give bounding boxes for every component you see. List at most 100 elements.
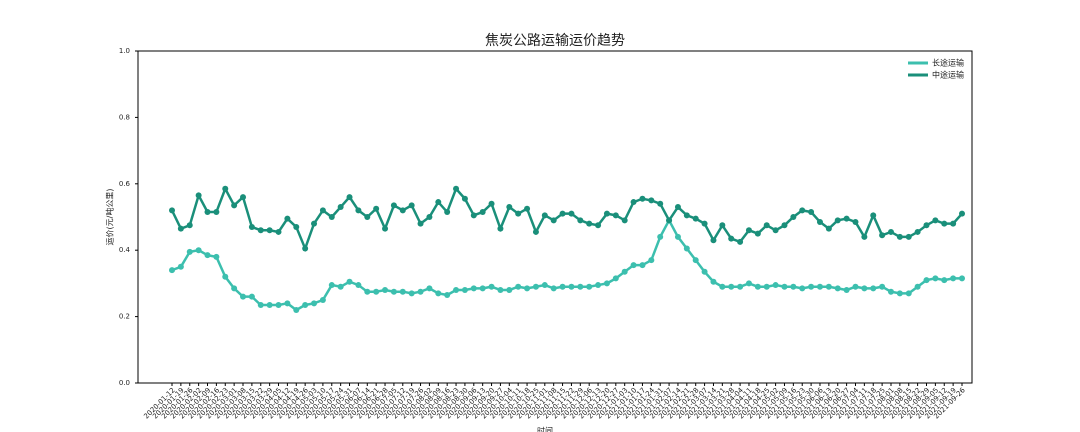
data-point bbox=[683, 245, 690, 252]
data-point bbox=[435, 290, 442, 297]
data-point bbox=[887, 228, 894, 235]
data-point bbox=[621, 217, 628, 224]
data-point bbox=[559, 210, 566, 217]
data-point bbox=[808, 209, 815, 216]
data-point bbox=[302, 301, 309, 308]
data-point bbox=[435, 199, 442, 206]
data-point bbox=[577, 217, 584, 224]
data-point bbox=[577, 283, 584, 290]
data-point bbox=[355, 207, 362, 214]
data-point bbox=[417, 220, 424, 227]
data-point bbox=[843, 287, 850, 294]
data-point bbox=[621, 268, 628, 275]
data-point bbox=[550, 217, 557, 224]
data-point bbox=[754, 230, 761, 237]
data-point bbox=[710, 237, 717, 244]
data-point bbox=[568, 283, 575, 290]
data-point bbox=[204, 252, 211, 259]
data-point bbox=[781, 222, 788, 229]
data-point bbox=[390, 202, 397, 209]
data-point bbox=[222, 185, 229, 192]
data-point bbox=[870, 285, 877, 292]
data-point bbox=[630, 262, 637, 269]
data-point bbox=[346, 278, 353, 285]
data-point bbox=[461, 195, 468, 202]
data-point bbox=[790, 283, 797, 290]
y-tick-label: 0.2 bbox=[119, 313, 130, 321]
data-point bbox=[905, 290, 912, 297]
data-point bbox=[852, 283, 859, 290]
data-point bbox=[355, 282, 362, 289]
data-point bbox=[550, 285, 557, 292]
data-point bbox=[692, 257, 699, 264]
data-point bbox=[754, 283, 761, 290]
data-point bbox=[737, 238, 744, 245]
data-point bbox=[479, 285, 486, 292]
data-point bbox=[612, 275, 619, 282]
data-point bbox=[213, 209, 220, 216]
data-point bbox=[586, 220, 593, 227]
data-point bbox=[284, 215, 291, 222]
y-tick-label: 0.0 bbox=[119, 379, 130, 387]
data-point bbox=[745, 227, 752, 234]
data-point bbox=[781, 283, 788, 290]
data-point bbox=[488, 283, 495, 290]
data-point bbox=[399, 288, 406, 295]
data-point bbox=[169, 267, 175, 274]
data-point bbox=[728, 235, 735, 242]
data-point bbox=[382, 287, 389, 294]
data-point bbox=[959, 275, 965, 282]
data-point bbox=[293, 306, 300, 313]
data-point bbox=[266, 301, 273, 308]
data-point bbox=[879, 283, 886, 290]
data-point bbox=[772, 227, 779, 234]
y-tick-label: 0.4 bbox=[119, 246, 131, 254]
data-point bbox=[923, 222, 930, 229]
data-point bbox=[692, 215, 699, 222]
data-point bbox=[497, 225, 504, 232]
data-point bbox=[825, 283, 832, 290]
data-point bbox=[257, 301, 264, 308]
data-point bbox=[213, 253, 220, 260]
series-line bbox=[171, 217, 962, 312]
data-point bbox=[195, 247, 202, 254]
data-point bbox=[887, 288, 894, 295]
data-point bbox=[319, 207, 326, 214]
data-point bbox=[293, 223, 300, 230]
data-point bbox=[657, 233, 664, 240]
x-axis-label: 时间 bbox=[537, 426, 553, 432]
data-point bbox=[950, 220, 957, 227]
y-tick-label: 0.8 bbox=[119, 113, 130, 121]
data-point bbox=[896, 290, 903, 297]
data-point bbox=[479, 209, 486, 216]
data-point bbox=[568, 210, 575, 217]
data-point bbox=[532, 228, 539, 235]
data-point bbox=[923, 277, 930, 284]
data-point bbox=[648, 197, 655, 204]
data-point bbox=[186, 222, 193, 229]
data-point bbox=[266, 227, 273, 234]
data-point bbox=[799, 207, 806, 214]
data-point bbox=[799, 285, 806, 292]
data-point bbox=[603, 280, 610, 287]
chart-title: 焦炭公路运输运价趋势 bbox=[485, 33, 625, 49]
data-point bbox=[373, 205, 380, 212]
data-point bbox=[737, 283, 744, 290]
data-point bbox=[275, 228, 282, 235]
data-point bbox=[914, 228, 921, 235]
data-point bbox=[790, 214, 797, 220]
data-point bbox=[506, 287, 513, 294]
data-point bbox=[328, 214, 335, 220]
data-point bbox=[177, 225, 184, 232]
data-point bbox=[541, 212, 548, 219]
data-point bbox=[932, 217, 939, 224]
data-point bbox=[639, 195, 646, 202]
data-point bbox=[861, 285, 868, 292]
data-point bbox=[657, 200, 664, 207]
data-point bbox=[311, 220, 318, 227]
data-point bbox=[248, 223, 255, 230]
data-point bbox=[408, 290, 415, 297]
data-point bbox=[328, 282, 335, 289]
data-point bbox=[453, 287, 460, 294]
data-point bbox=[177, 263, 184, 270]
